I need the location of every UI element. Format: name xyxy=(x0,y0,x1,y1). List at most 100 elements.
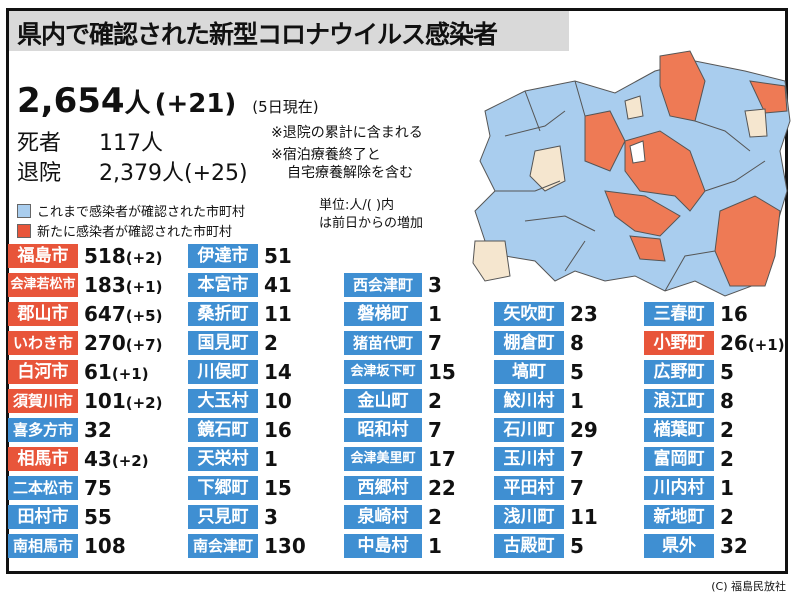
case-diff: (+7) xyxy=(125,336,163,354)
municipality-row: 郡山市 647(+5) xyxy=(8,301,162,327)
case-count-value: 1 xyxy=(264,447,278,471)
municipality-name: 富岡町 xyxy=(644,447,714,471)
case-count: 32 xyxy=(714,534,748,558)
case-count-value: 130 xyxy=(264,534,306,558)
case-count: 2 xyxy=(714,418,734,442)
case-diff: (+1) xyxy=(747,336,785,354)
case-count-value: 26 xyxy=(720,331,748,355)
municipality-name: 国見町 xyxy=(188,331,258,355)
municipality-name: 本宮市 xyxy=(188,273,258,297)
case-count-value: 8 xyxy=(570,331,584,355)
case-count: 1 xyxy=(714,476,734,500)
case-count-value: 41 xyxy=(264,273,292,297)
case-count-value: 15 xyxy=(264,476,292,500)
municipality-row: 石川町 29 xyxy=(494,417,598,443)
municipality-name: 中島村 xyxy=(344,534,422,558)
municipality-row: 鏡石町 16 xyxy=(188,417,292,443)
municipality-name: 鏡石町 xyxy=(188,418,258,442)
municipality-row: 福島市 518(+2) xyxy=(8,243,162,269)
total-diff: (+21) xyxy=(154,89,237,119)
case-count-value: 17 xyxy=(428,447,456,471)
case-count: 7 xyxy=(564,447,584,471)
case-count-value: 647 xyxy=(84,302,126,326)
case-diff: (+2) xyxy=(125,394,163,412)
case-count: 183(+1) xyxy=(78,273,162,297)
case-count: 15 xyxy=(422,360,456,384)
case-count-value: 2 xyxy=(720,505,734,529)
municipality-name: 福島市 xyxy=(8,244,78,268)
case-count-value: 32 xyxy=(720,534,748,558)
municipality-row: 田村市 55 xyxy=(8,504,112,530)
case-count-value: 16 xyxy=(264,418,292,442)
legend-swatch-old xyxy=(17,203,31,218)
municipality-name: 只見町 xyxy=(188,505,258,529)
case-count-value: 61 xyxy=(84,360,112,384)
case-count: 10 xyxy=(258,389,292,413)
legend-label-new: 新たに感染者が確認された市町村 xyxy=(37,225,233,240)
case-count-value: 14 xyxy=(264,360,292,384)
case-count-value: 5 xyxy=(720,360,734,384)
case-count-value: 51 xyxy=(264,244,292,268)
case-count: 55 xyxy=(78,505,112,529)
case-count: 3 xyxy=(422,273,442,297)
case-count-value: 43 xyxy=(84,447,112,471)
municipality-name: 会津美里町 xyxy=(344,447,422,471)
case-count-value: 7 xyxy=(428,331,442,355)
municipality-name: 川俣町 xyxy=(188,360,258,384)
case-count-value: 2 xyxy=(264,331,278,355)
case-count-value: 75 xyxy=(84,476,112,500)
map-region xyxy=(749,80,788,114)
case-count-value: 183 xyxy=(84,273,126,297)
legend-new: 新たに感染者が確認された市町村 xyxy=(17,221,232,240)
municipality-name: 鮫川村 xyxy=(494,389,564,413)
municipality-name: 広野町 xyxy=(644,360,714,384)
municipality-row: 古殿町 5 xyxy=(494,533,584,559)
case-count-value: 23 xyxy=(570,302,598,326)
municipality-row: 猪苗代町 7 xyxy=(344,330,442,356)
case-count-value: 518 xyxy=(84,244,126,268)
case-count: 75 xyxy=(78,476,112,500)
municipality-name: 郡山市 xyxy=(8,302,78,326)
municipality-row: 国見町 2 xyxy=(188,330,278,356)
map-region xyxy=(714,195,781,287)
case-diff: (+2) xyxy=(125,249,163,267)
total-cases: 2,654人 (+21) (5日現在) xyxy=(17,81,319,121)
municipality-name: 浅川町 xyxy=(494,505,564,529)
case-count: 11 xyxy=(258,302,292,326)
municipality-name: 伊達市 xyxy=(188,244,258,268)
map-region xyxy=(629,235,666,262)
municipality-row: 会津若松市 183(+1) xyxy=(8,272,162,298)
municipality-name: 田村市 xyxy=(8,505,78,529)
municipality-row: 新地町 2 xyxy=(644,504,734,530)
case-count-value: 3 xyxy=(264,505,278,529)
municipality-name: 浪江町 xyxy=(644,389,714,413)
case-count: 130 xyxy=(258,534,306,558)
municipality-row: 会津美里町 17 xyxy=(344,446,456,472)
municipality-row: 本宮市 41 xyxy=(188,272,292,298)
municipality-row: 西郷村 22 xyxy=(344,475,456,501)
case-count: 5 xyxy=(714,360,734,384)
municipality-row: 磐梯町 1 xyxy=(344,301,442,327)
municipality-row: 只見町 3 xyxy=(188,504,278,530)
case-count: 1 xyxy=(258,447,278,471)
case-count: 3 xyxy=(258,505,278,529)
municipality-row: 二本松市 75 xyxy=(8,475,112,501)
case-count: 101(+2) xyxy=(78,389,162,413)
case-count-value: 1 xyxy=(570,389,584,413)
municipality-name: 県外 xyxy=(644,534,714,558)
case-count: 518(+2) xyxy=(78,244,162,268)
case-count-value: 2 xyxy=(720,418,734,442)
municipality-row: いわき市 270(+7) xyxy=(8,330,162,356)
case-count-value: 108 xyxy=(84,534,126,558)
municipality-name: 会津若松市 xyxy=(8,273,78,297)
case-count-value: 3 xyxy=(428,273,442,297)
municipality-name: いわき市 xyxy=(8,331,78,355)
case-count-value: 5 xyxy=(570,534,584,558)
municipality-name: 喜多方市 xyxy=(8,418,78,442)
municipality-row: 下郷町 15 xyxy=(188,475,292,501)
municipality-row: 相馬市 43(+2) xyxy=(8,446,149,472)
case-count: 7 xyxy=(422,331,442,355)
case-count: 270(+7) xyxy=(78,331,162,355)
case-count-value: 5 xyxy=(570,360,584,384)
case-count-value: 7 xyxy=(570,476,584,500)
